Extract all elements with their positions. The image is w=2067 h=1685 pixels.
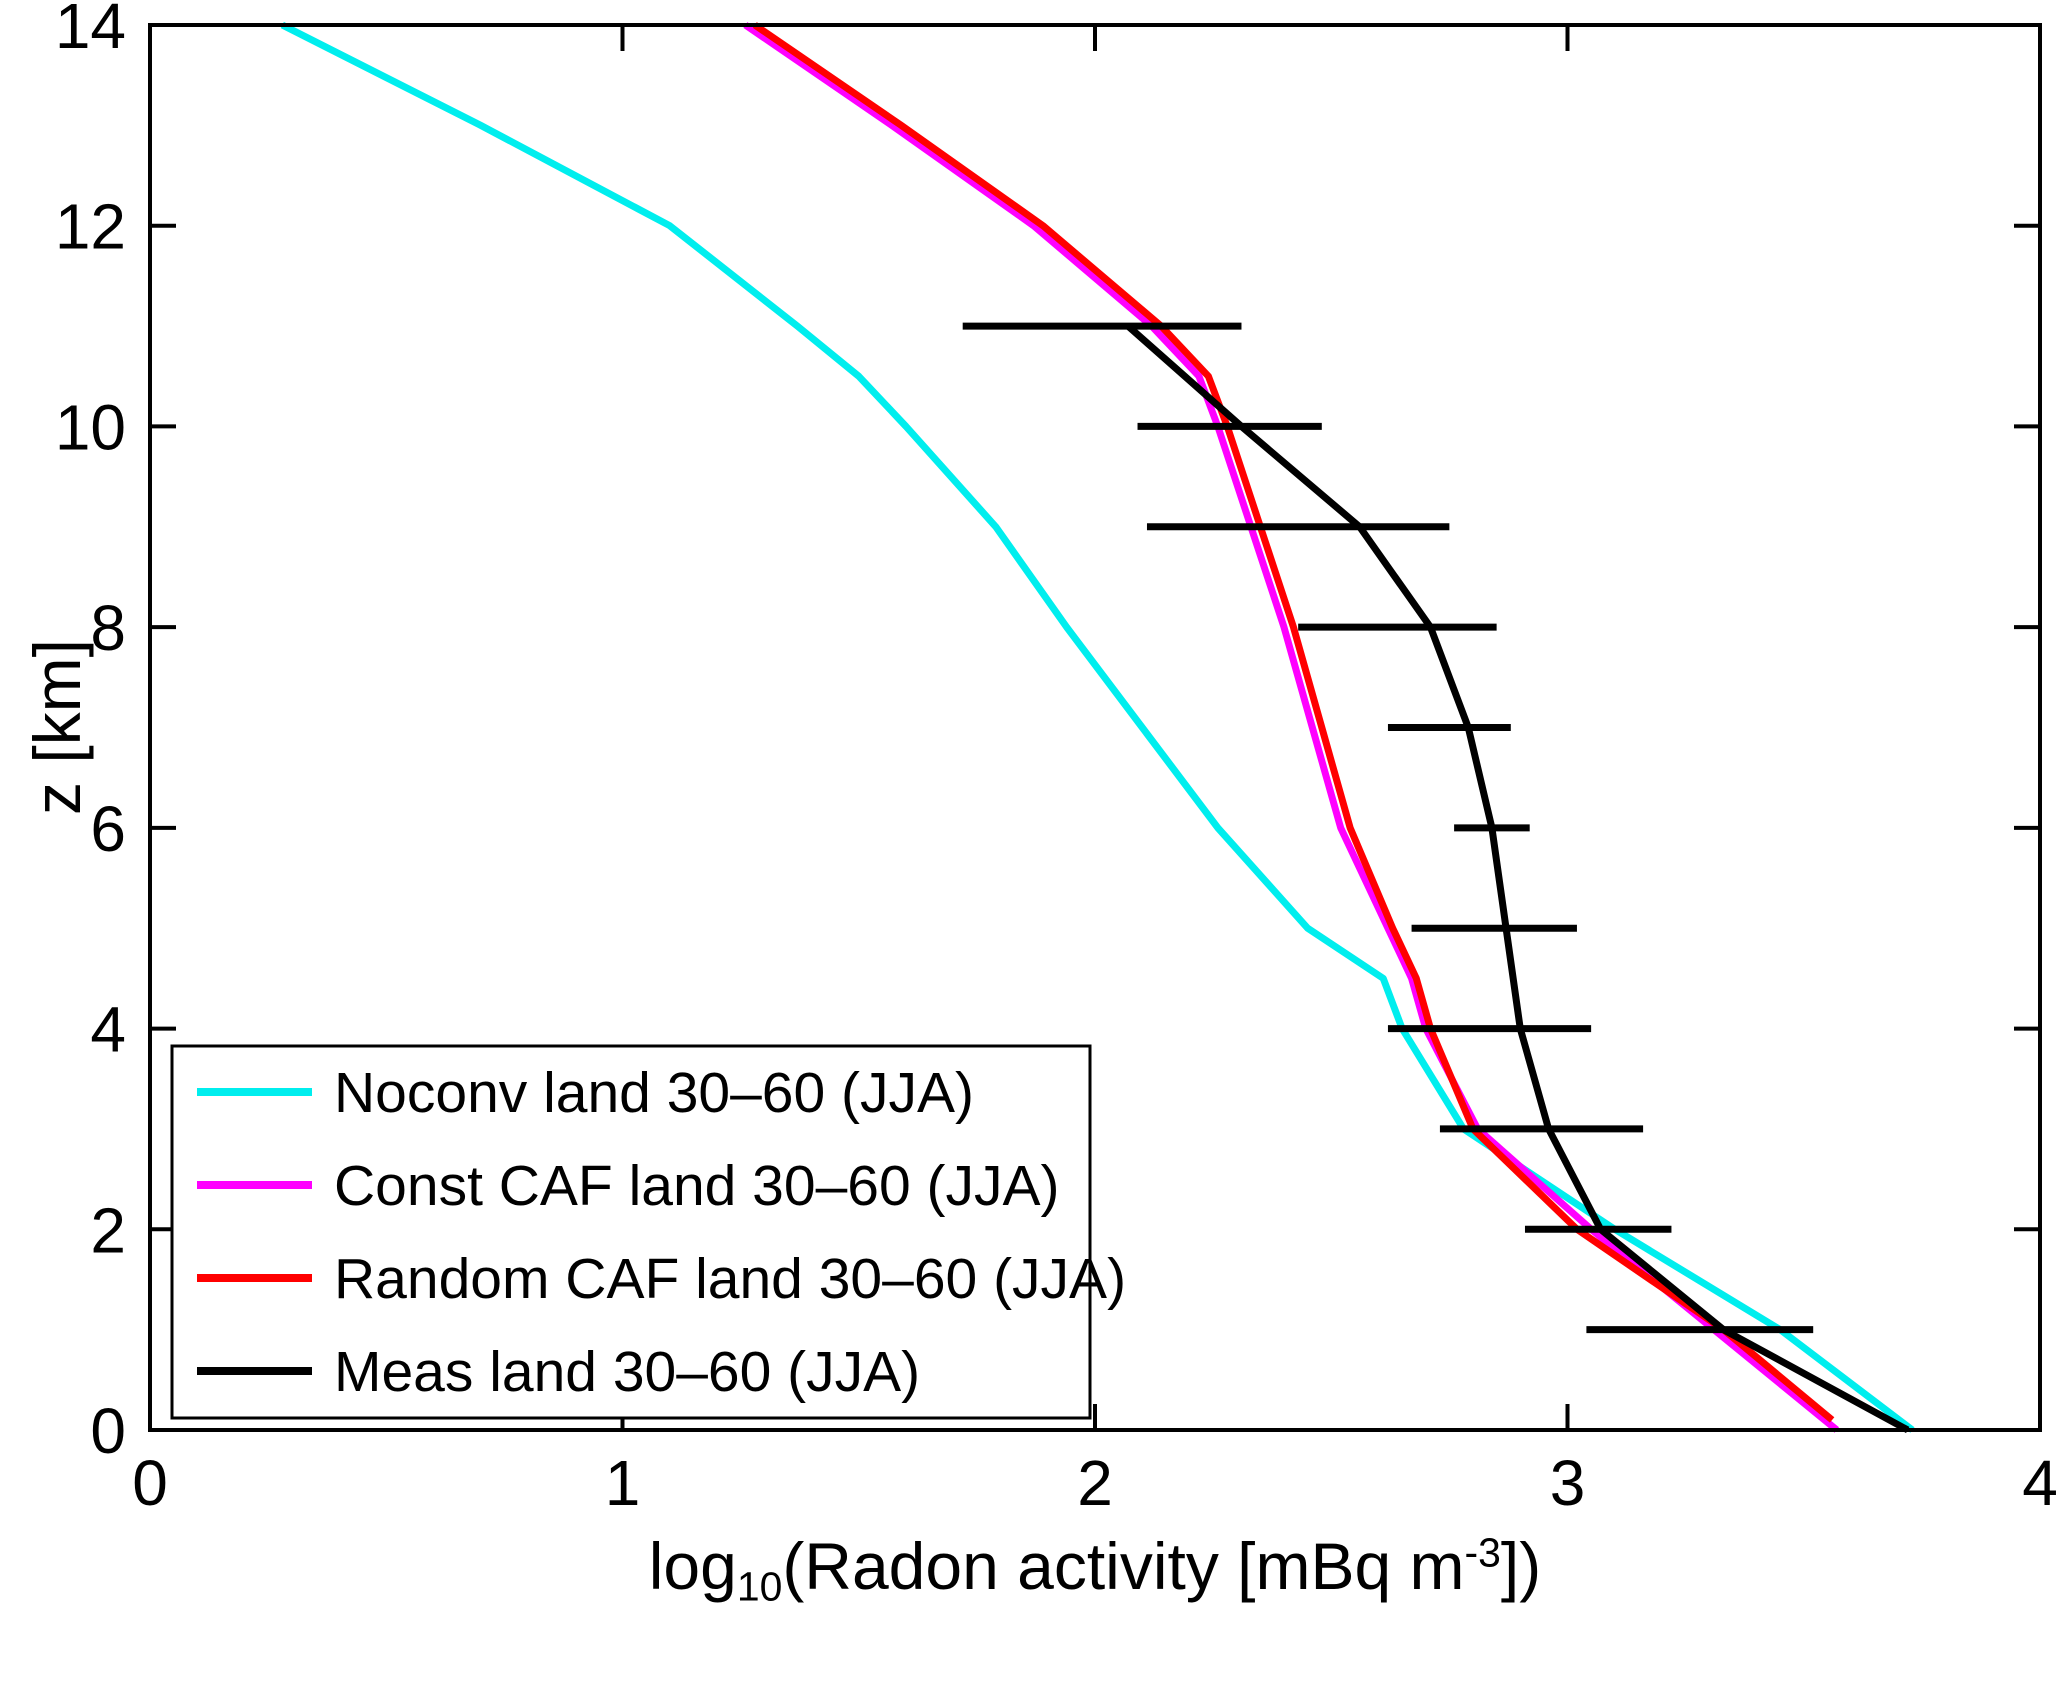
x-axis-label: log10(Radon activity [mBq m-3])	[150, 1528, 2040, 1610]
x-tick-label: 4	[2022, 1447, 2058, 1519]
x-tick-label: 3	[1550, 1447, 1586, 1519]
y-tick-label: 6	[90, 793, 126, 865]
y-tick-label: 14	[55, 0, 126, 62]
y-tick-label: 2	[90, 1194, 126, 1266]
series-line-2	[752, 22, 1835, 1423]
y-tick-label: 0	[90, 1395, 126, 1467]
y-tick-label: 8	[90, 592, 126, 664]
y-tick-label: 4	[90, 994, 126, 1066]
series-line-3	[1125, 323, 1910, 1434]
legend-label-3: Meas land 30–60 (JJA)	[334, 1340, 920, 1404]
x-axis-label-superscript: -3	[1464, 1529, 1501, 1576]
y-tick-label: 10	[55, 391, 126, 463]
series-line-1	[743, 22, 1840, 1433]
legend-label-2: Random CAF land 30–60 (JJA)	[334, 1247, 1126, 1311]
x-tick-label: 1	[605, 1447, 641, 1519]
x-tick-label: 0	[132, 1447, 168, 1519]
x-tick-label: 2	[1077, 1447, 1113, 1519]
x-axis-label-suffix: ])	[1500, 1529, 1542, 1603]
x-axis-label-mid: (Radon activity [mBq m	[782, 1529, 1465, 1603]
x-axis-label-prefix: log	[648, 1529, 737, 1603]
y-tick-label: 12	[55, 191, 126, 263]
y-axis-label: z [km]	[18, 25, 96, 1430]
legend-box	[170, 1044, 1092, 1420]
x-axis-label-subscript: 10	[736, 1563, 783, 1610]
legend-label-0: Noconv land 30–60 (JJA)	[334, 1061, 974, 1125]
legend-label-1: Const CAF land 30–60 (JJA)	[334, 1154, 1060, 1218]
y-axis-label-text: z [km]	[20, 639, 94, 816]
